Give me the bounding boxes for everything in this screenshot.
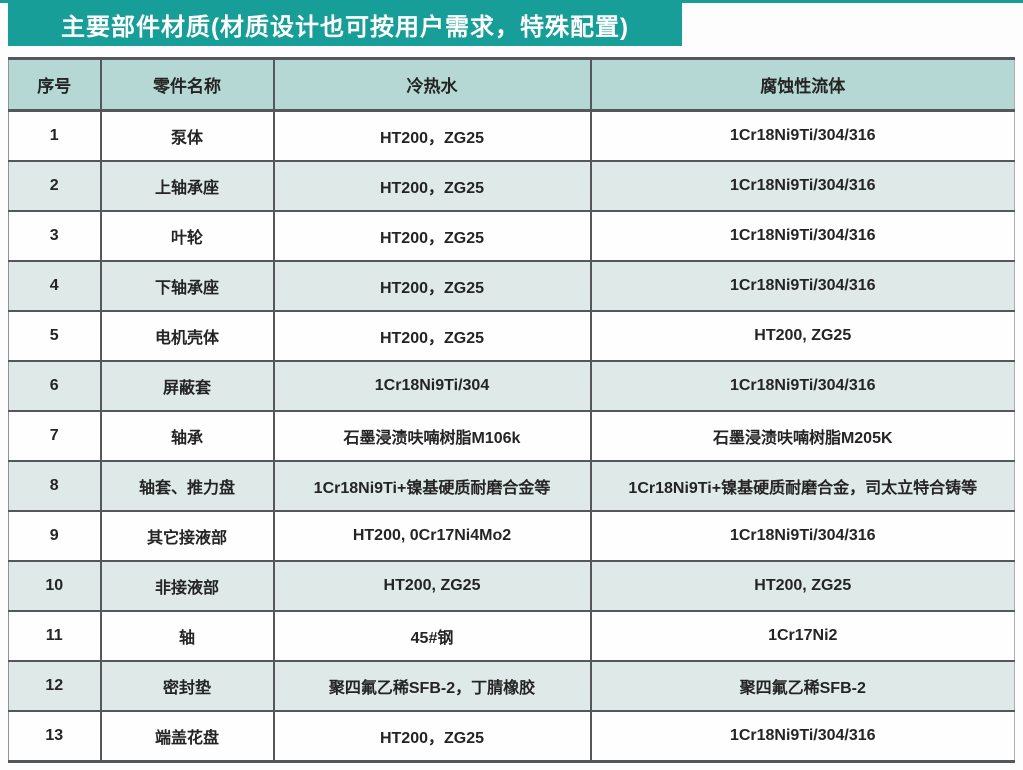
cell-part-name: 轴套、推力盘 — [99, 460, 275, 512]
cell-part-name: 非接液部 — [99, 560, 275, 612]
column-header-corrosive: 腐蚀性流体 — [589, 57, 1015, 112]
table-header-row: 序号 零件名称 冷热水 腐蚀性流体 — [8, 57, 1015, 112]
cell-hot-cold-water-material: 1Cr18Ni9Ti+镍基硬质耐磨合金等 — [272, 460, 592, 512]
table-row: 13 端盖花盘 HT200，ZG25 1Cr18Ni9Ti/304/316 — [8, 710, 1015, 763]
cell-corrosive-fluid-material: HT200, ZG25 — [589, 310, 1015, 362]
cell-corrosive-fluid-material: 1Cr18Ni9Ti+镍基硬质耐磨合金，司太立特合铸等 — [589, 460, 1015, 512]
cell-serial-number: 5 — [8, 310, 102, 362]
cell-serial-number: 1 — [8, 109, 102, 162]
table-body: 1 泵体 HT200，ZG25 1Cr18Ni9Ti/304/316 2 上轴承座 HT20… — [8, 109, 1015, 763]
cell-corrosive-fluid-material: 1Cr18Ni9Ti/304/316 — [589, 360, 1015, 412]
cell-part-name: 屏蔽套 — [99, 360, 275, 412]
cell-serial-number: 3 — [8, 210, 102, 262]
cell-serial-number: 4 — [8, 260, 102, 312]
cell-hot-cold-water-material: 45#钢 — [272, 610, 592, 662]
page-title: 主要部件材质(材质设计也可按用户需求，特殊配置) — [61, 14, 629, 41]
cell-serial-number: 8 — [8, 460, 102, 512]
cell-hot-cold-water-material: 石墨浸渍呋喃树脂M106k — [272, 410, 592, 462]
column-header-no: 序号 — [8, 57, 102, 112]
cell-corrosive-fluid-material: 1Cr18Ni9Ti/304/316 — [589, 210, 1015, 262]
cell-corrosive-fluid-material: 1Cr17Ni2 — [589, 610, 1015, 662]
cell-corrosive-fluid-material: 1Cr18Ni9Ti/304/316 — [589, 710, 1015, 763]
cell-part-name: 上轴承座 — [99, 160, 275, 212]
table-row: 1 泵体 HT200，ZG25 1Cr18Ni9Ti/304/316 — [8, 109, 1015, 162]
cell-serial-number: 6 — [8, 360, 102, 412]
section-title-banner: 主要部件材质(材质设计也可按用户需求，特殊配置) — [8, 3, 682, 46]
cell-hot-cold-water-material: HT200，ZG25 — [272, 210, 592, 262]
column-header-water: 冷热水 — [272, 57, 592, 112]
cell-hot-cold-water-material: HT200，ZG25 — [272, 109, 592, 162]
cell-part-name: 端盖花盘 — [99, 710, 275, 763]
table-row: 11 轴 45#钢 1Cr17Ni2 — [8, 610, 1015, 662]
cell-corrosive-fluid-material: 1Cr18Ni9Ti/304/316 — [589, 510, 1015, 562]
cell-corrosive-fluid-material: 1Cr18Ni9Ti/304/316 — [589, 160, 1015, 212]
table-row: 2 上轴承座 HT200，ZG25 1Cr18Ni9Ti/304/316 — [8, 160, 1015, 212]
cell-hot-cold-water-material: HT200，ZG25 — [272, 160, 592, 212]
table-row: 9 其它接液部 HT200, 0Cr17Ni4Mo2 1Cr18Ni9Ti/304/3… — [8, 510, 1015, 562]
cell-hot-cold-water-material: 聚四氟乙稀SFB-2，丁腈橡胶 — [272, 660, 592, 712]
cell-serial-number: 12 — [8, 660, 102, 712]
cell-corrosive-fluid-material: 石墨浸渍呋喃树脂M205K — [589, 410, 1015, 462]
cell-hot-cold-water-material: HT200, 0Cr17Ni4Mo2 — [272, 510, 592, 562]
table-row: 7 轴承 石墨浸渍呋喃树脂M106k 石墨浸渍呋喃树脂M205K — [8, 410, 1015, 462]
cell-part-name: 轴 — [99, 610, 275, 662]
cell-part-name: 密封垫 — [99, 660, 275, 712]
cell-part-name: 轴承 — [99, 410, 275, 462]
cell-serial-number: 7 — [8, 410, 102, 462]
cell-corrosive-fluid-material: 1Cr18Ni9Ti/304/316 — [589, 260, 1015, 312]
cell-part-name: 叶轮 — [99, 210, 275, 262]
cell-hot-cold-water-material: HT200, ZG25 — [272, 560, 592, 612]
cell-serial-number: 13 — [8, 710, 102, 763]
cell-part-name: 泵体 — [99, 109, 275, 162]
cell-part-name: 电机壳体 — [99, 310, 275, 362]
table-row: 10 非接液部 HT200, ZG25 HT200, ZG25 — [8, 560, 1015, 612]
column-header-part: 零件名称 — [99, 57, 275, 112]
cell-corrosive-fluid-material: 聚四氟乙稀SFB-2 — [589, 660, 1015, 712]
cell-serial-number: 10 — [8, 560, 102, 612]
table-row: 8 轴套、推力盘 1Cr18Ni9Ti+镍基硬质耐磨合金等 1Cr18Ni9Ti+镍基… — [8, 460, 1015, 512]
cell-serial-number: 11 — [8, 610, 102, 662]
cell-serial-number: 9 — [8, 510, 102, 562]
cell-hot-cold-water-material: 1Cr18Ni9Ti/304 — [272, 360, 592, 412]
cell-serial-number: 2 — [8, 160, 102, 212]
table-row: 4 下轴承座 HT200，ZG25 1Cr18Ni9Ti/304/316 — [8, 260, 1015, 312]
table-row: 12 密封垫 聚四氟乙稀SFB-2，丁腈橡胶 聚四氟乙稀SFB-2 — [8, 660, 1015, 712]
table-row: 5 电机壳体 HT200，ZG25 HT200, ZG25 — [8, 310, 1015, 362]
table-row: 3 叶轮 HT200，ZG25 1Cr18Ni9Ti/304/316 — [8, 210, 1015, 262]
cell-corrosive-fluid-material: 1Cr18Ni9Ti/304/316 — [589, 109, 1015, 162]
table-row: 6 屏蔽套 1Cr18Ni9Ti/304 1Cr18Ni9Ti/304/316 — [8, 360, 1015, 412]
cell-hot-cold-water-material: HT200，ZG25 — [272, 260, 592, 312]
cell-hot-cold-water-material: HT200，ZG25 — [272, 710, 592, 763]
materials-table: 序号 零件名称 冷热水 腐蚀性流体 1 泵体 HT200，ZG25 1Cr18Ni9T… — [8, 57, 1015, 763]
cell-hot-cold-water-material: HT200，ZG25 — [272, 310, 592, 362]
table-header: 序号 零件名称 冷热水 腐蚀性流体 — [8, 57, 1015, 112]
cell-part-name: 下轴承座 — [99, 260, 275, 312]
cell-part-name: 其它接液部 — [99, 510, 275, 562]
top-accent-strip — [0, 0, 1023, 3]
cell-corrosive-fluid-material: HT200, ZG25 — [589, 560, 1015, 612]
